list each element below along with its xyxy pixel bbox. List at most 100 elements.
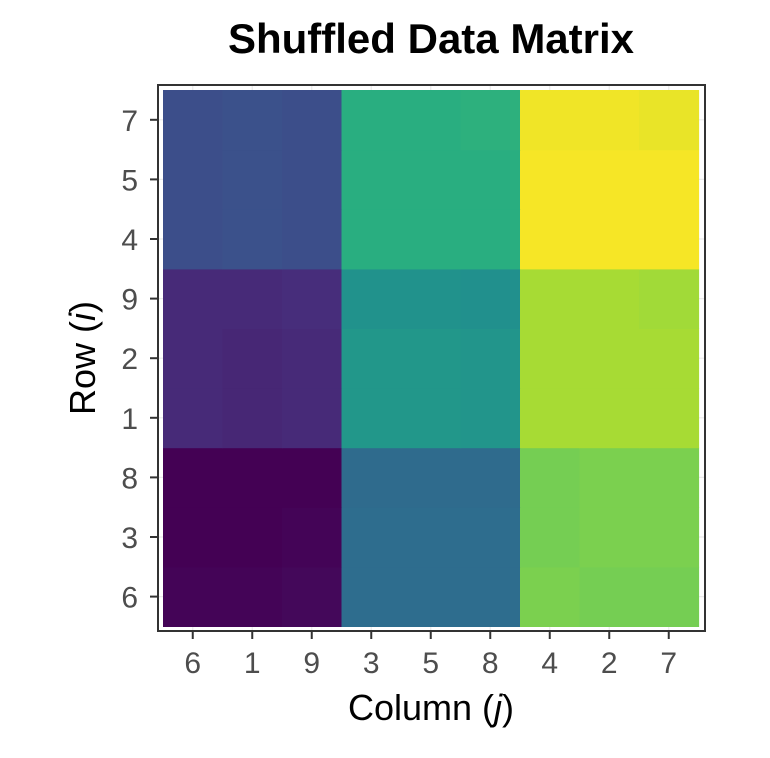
heatmap-cell [520, 209, 581, 270]
heatmap-cell [282, 328, 343, 389]
x-axis: 6 1 9 3 5 8 4 2 7 [184, 631, 677, 680]
heatmap-cell [341, 268, 402, 329]
heatmap-cell [639, 507, 700, 568]
heatmap-cell [163, 268, 224, 329]
heatmap-cell [401, 268, 462, 329]
heatmap-cell [579, 90, 640, 151]
heatmap-cell [222, 388, 283, 449]
heatmap-cell [579, 209, 640, 270]
x-tick-label: 5 [422, 647, 439, 680]
heatmap-cell [639, 388, 700, 449]
heatmap-cell [460, 209, 521, 270]
heatmap-cell [163, 447, 224, 508]
heatmap-cell [222, 268, 283, 329]
heatmap-cell [401, 149, 462, 210]
heatmap-cell [579, 507, 640, 568]
heatmap-cell [639, 328, 700, 389]
x-tick-label: 8 [482, 647, 499, 680]
heatmap-cell [341, 388, 402, 449]
heatmap-cell [282, 268, 343, 329]
heatmap-cell [520, 90, 581, 151]
y-axis-title: Row (i) [62, 301, 103, 415]
heatmap-cell [639, 209, 700, 270]
heatmap-cell [163, 209, 224, 270]
heatmap-cell [222, 447, 283, 508]
chart-title: Shuffled Data Matrix [228, 15, 635, 62]
y-axis-title-suffix: ) [62, 301, 103, 313]
heatmap-cell [520, 328, 581, 389]
y-axis-title-var: i [62, 312, 103, 321]
heatmap-cell [401, 507, 462, 568]
heatmap-cell [163, 90, 224, 151]
heatmap-cell [282, 566, 343, 627]
heatmap-cell [163, 149, 224, 210]
heatmap-cell [460, 149, 521, 210]
heatmap-cell [282, 447, 343, 508]
y-tick-label: 3 [121, 522, 138, 555]
heatmap-cell [520, 268, 581, 329]
heatmap-cell [520, 447, 581, 508]
heatmap-cell [401, 328, 462, 389]
heatmap-cell [341, 566, 402, 627]
heatmap-cell [460, 328, 521, 389]
heatmap-cell [579, 566, 640, 627]
x-tick-label: 1 [244, 647, 261, 680]
heatmap-cell [460, 90, 521, 151]
heatmap-cell [163, 507, 224, 568]
heatmap-cell [163, 328, 224, 389]
heatmap-cell [520, 149, 581, 210]
heatmap-cell [222, 507, 283, 568]
heatmap-cells [163, 90, 700, 627]
heatmap-cell [401, 566, 462, 627]
heatmap-cell [579, 388, 640, 449]
heatmap-cell [341, 447, 402, 508]
heatmap-cell [639, 268, 700, 329]
heatmap-cell [520, 566, 581, 627]
heatmap-cell [222, 209, 283, 270]
heatmap-cell [282, 507, 343, 568]
x-axis-title: Column (j) [348, 687, 514, 728]
heatmap-cell [460, 447, 521, 508]
x-tick-label: 3 [363, 647, 380, 680]
x-tick-label: 6 [184, 647, 201, 680]
heatmap-cell [579, 447, 640, 508]
heatmap-cell [639, 149, 700, 210]
heatmap-cell [341, 90, 402, 151]
heatmap-cell [163, 566, 224, 627]
x-tick-label: 4 [541, 647, 558, 680]
heatmap-cell [282, 90, 343, 151]
x-tick-label: 2 [601, 647, 618, 680]
heatmap-cell [401, 447, 462, 508]
heatmap-cell [222, 90, 283, 151]
y-tick-label: 1 [121, 403, 138, 436]
heatmap-cell [341, 149, 402, 210]
heatmap-cell [579, 328, 640, 389]
heatmap-cell [579, 268, 640, 329]
y-tick-label: 6 [121, 582, 138, 615]
heatmap-cell [163, 388, 224, 449]
x-axis-title-prefix: Column ( [348, 687, 494, 728]
heatmap-cell [460, 566, 521, 627]
heatmap-cell [282, 209, 343, 270]
heatmap-cell [460, 268, 521, 329]
heatmap-cell [341, 209, 402, 270]
heatmap-cell [639, 566, 700, 627]
heatmap-cell [401, 209, 462, 270]
heatmap-cell [222, 566, 283, 627]
y-tick-label: 5 [121, 164, 138, 197]
y-tick-label: 7 [121, 105, 138, 138]
y-tick-label: 2 [121, 343, 138, 376]
heatmap-cell [460, 388, 521, 449]
y-tick-label: 8 [121, 462, 138, 495]
x-axis-title-suffix: ) [502, 687, 514, 728]
heatmap-cell [282, 149, 343, 210]
heatmap-cell [460, 507, 521, 568]
heatmap-cell [520, 507, 581, 568]
y-tick-label: 4 [121, 224, 138, 257]
heatmap-cell [341, 328, 402, 389]
x-tick-label: 9 [303, 647, 320, 680]
heatmap-cell [579, 149, 640, 210]
y-tick-label: 9 [121, 284, 138, 317]
